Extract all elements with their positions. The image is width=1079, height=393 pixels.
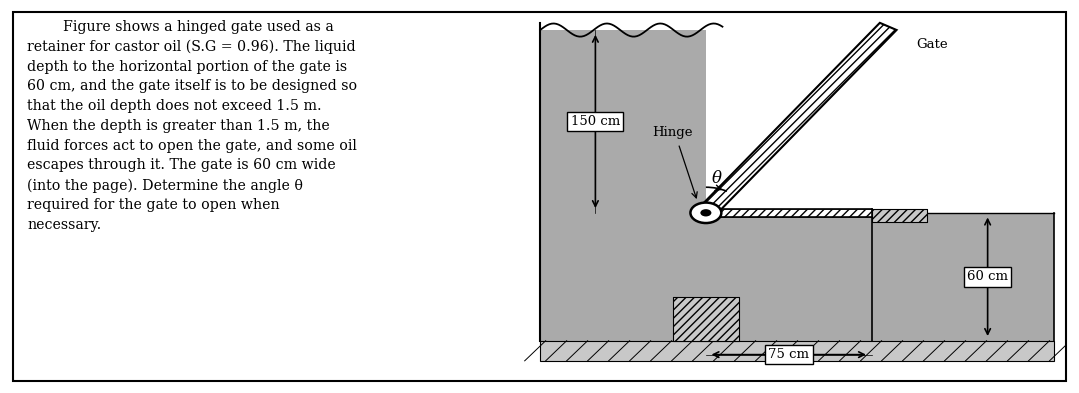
Bar bbox=[872, 209, 927, 222]
Circle shape bbox=[700, 209, 711, 217]
Bar bbox=[706, 209, 872, 217]
Text: Hinge: Hinge bbox=[653, 126, 693, 139]
Bar bbox=[706, 213, 1054, 341]
Text: 75 cm: 75 cm bbox=[768, 348, 809, 361]
Text: θ: θ bbox=[711, 170, 721, 187]
Text: 150 cm: 150 cm bbox=[571, 115, 620, 128]
Text: Figure shows a hinged gate used as a
retainer for castor oil (S.G = 0.96). The l: Figure shows a hinged gate used as a ret… bbox=[27, 20, 357, 232]
Bar bbox=[672, 297, 739, 341]
Text: 60 cm: 60 cm bbox=[967, 270, 1008, 283]
Bar bbox=[541, 341, 1054, 361]
Bar bbox=[872, 209, 927, 222]
Circle shape bbox=[691, 202, 722, 223]
Bar bbox=[672, 297, 739, 341]
Text: Gate: Gate bbox=[916, 38, 947, 51]
Bar bbox=[706, 209, 872, 217]
Polygon shape bbox=[697, 23, 897, 217]
Bar bbox=[541, 30, 706, 341]
